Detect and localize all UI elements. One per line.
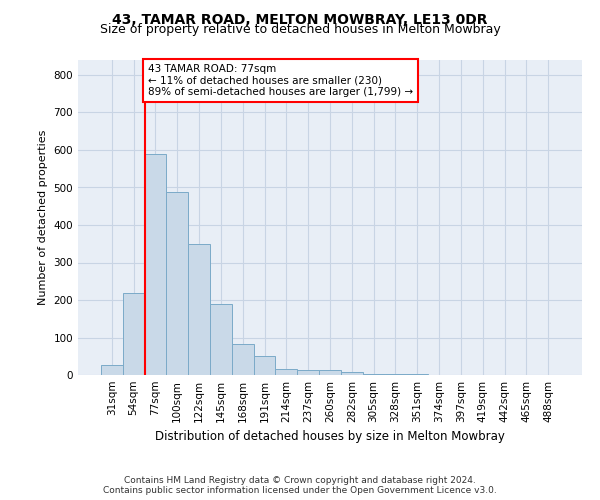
- Bar: [123, 293, 145, 375]
- Text: Size of property relative to detached houses in Melton Mowbray: Size of property relative to detached ho…: [100, 22, 500, 36]
- Bar: [297, 370, 319, 375]
- Text: 43 TAMAR ROAD: 77sqm
← 11% of detached houses are smaller (230)
89% of semi-deta: 43 TAMAR ROAD: 77sqm ← 11% of detached h…: [148, 64, 413, 97]
- X-axis label: Distribution of detached houses by size in Melton Mowbray: Distribution of detached houses by size …: [155, 430, 505, 444]
- Bar: [210, 304, 232, 375]
- Bar: [275, 369, 297, 375]
- Bar: [385, 374, 406, 375]
- Bar: [319, 370, 341, 375]
- Bar: [101, 364, 123, 375]
- Bar: [166, 192, 188, 375]
- Bar: [406, 374, 428, 375]
- Bar: [145, 154, 166, 375]
- Bar: [254, 356, 275, 375]
- Bar: [188, 244, 210, 375]
- Text: Contains HM Land Registry data © Crown copyright and database right 2024.
Contai: Contains HM Land Registry data © Crown c…: [103, 476, 497, 495]
- Text: 43, TAMAR ROAD, MELTON MOWBRAY, LE13 0DR: 43, TAMAR ROAD, MELTON MOWBRAY, LE13 0DR: [112, 12, 488, 26]
- Bar: [341, 372, 363, 375]
- Bar: [363, 374, 385, 375]
- Y-axis label: Number of detached properties: Number of detached properties: [38, 130, 48, 305]
- Bar: [232, 344, 254, 375]
